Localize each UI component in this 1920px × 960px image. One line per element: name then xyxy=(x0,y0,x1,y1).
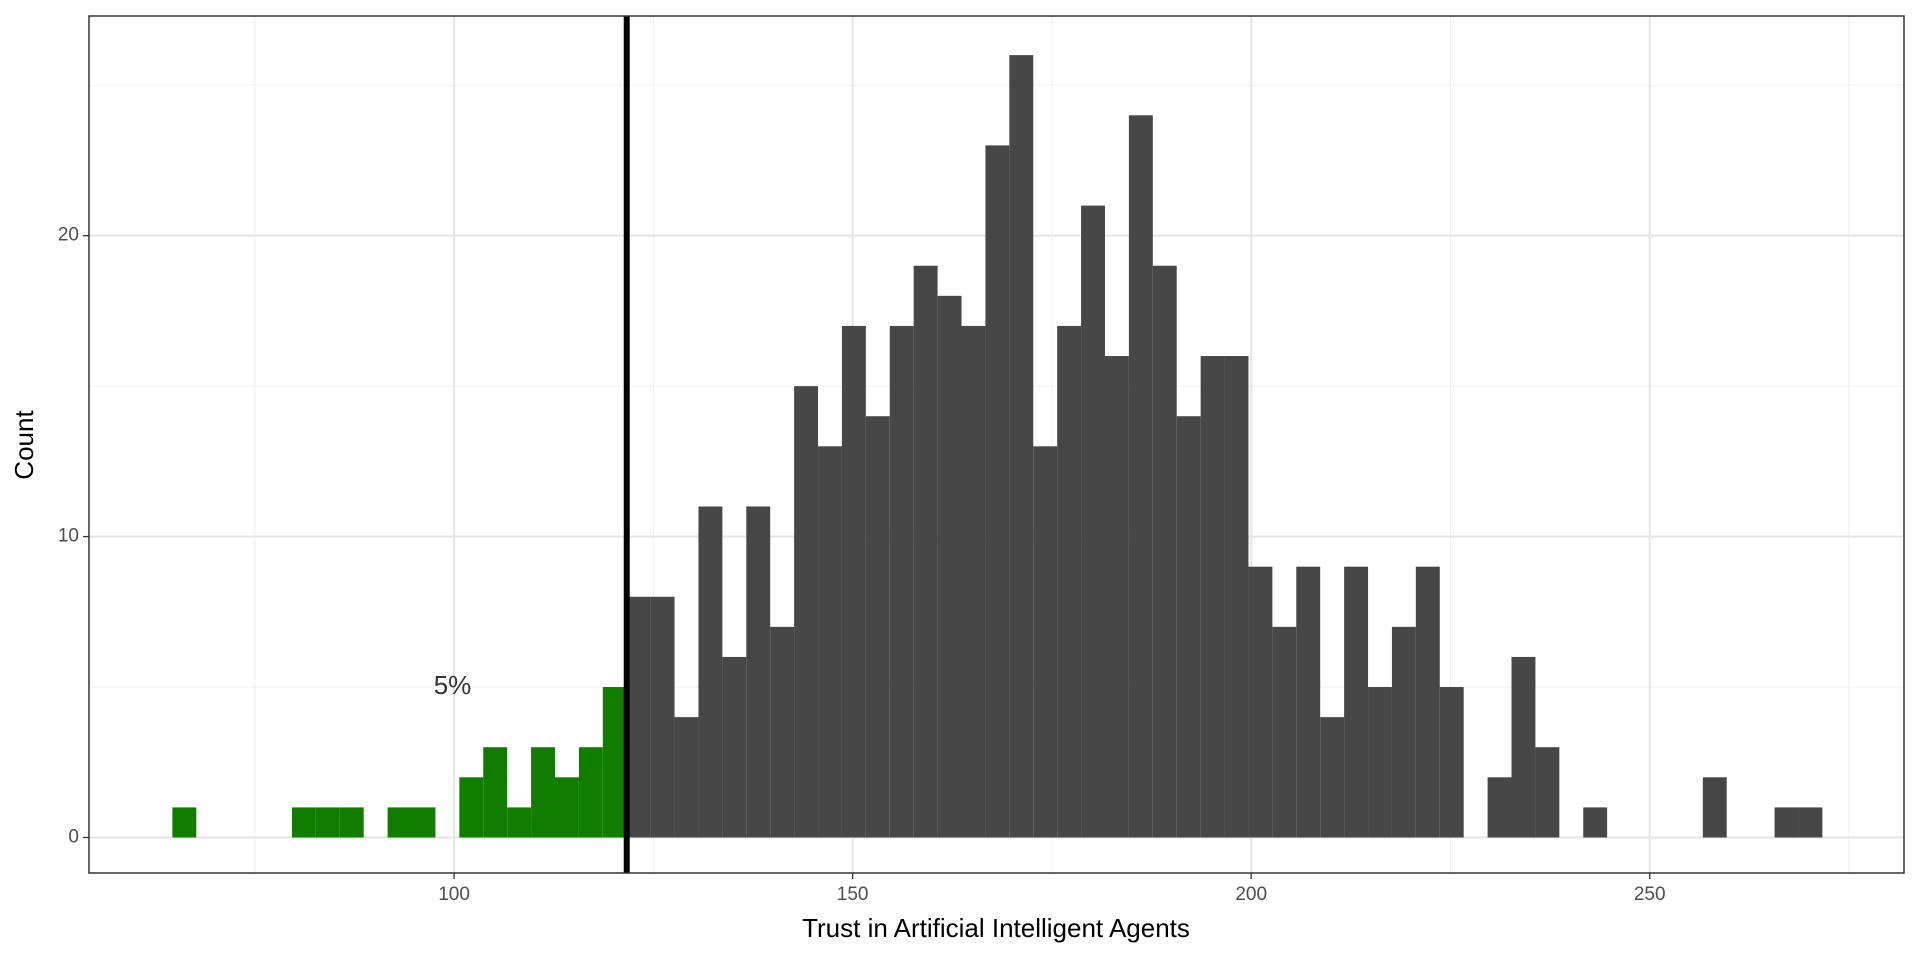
bar xyxy=(172,807,197,838)
bar xyxy=(1272,626,1297,838)
bar xyxy=(889,325,914,838)
bar xyxy=(1128,115,1153,838)
bar xyxy=(1033,446,1058,838)
bar xyxy=(626,596,651,838)
bar xyxy=(698,506,723,838)
bar xyxy=(818,446,842,838)
bar xyxy=(1391,626,1416,838)
bar xyxy=(1009,55,1034,838)
x-tick-label: 100 xyxy=(438,884,470,905)
bar xyxy=(1296,566,1321,838)
bar xyxy=(1248,566,1273,838)
bar xyxy=(865,416,890,838)
bar xyxy=(602,687,627,838)
bar xyxy=(1057,325,1082,838)
bar xyxy=(1368,687,1392,838)
bar xyxy=(531,747,555,838)
bar xyxy=(411,807,436,838)
bar xyxy=(841,325,866,838)
bar xyxy=(1152,265,1177,838)
y-tick-label: 20 xyxy=(58,225,79,246)
bar xyxy=(507,807,532,838)
bar xyxy=(1344,566,1369,838)
annotation: 5% xyxy=(434,670,472,700)
bar xyxy=(554,777,579,838)
bar xyxy=(1798,807,1823,838)
bar xyxy=(578,747,603,838)
bar xyxy=(913,265,938,838)
bar xyxy=(1081,205,1105,838)
bar xyxy=(1415,566,1440,838)
bar xyxy=(1702,777,1727,838)
bar xyxy=(985,145,1010,838)
y-tick-label: 0 xyxy=(68,827,79,848)
y-axis-title: Count xyxy=(9,410,39,480)
bar xyxy=(674,717,699,838)
bar xyxy=(387,807,412,838)
bar xyxy=(291,807,316,838)
x-axis-title: Trust in Artificial Intelligent Agents xyxy=(802,913,1190,943)
x-tick-label: 200 xyxy=(1235,884,1267,905)
bar xyxy=(1583,807,1608,838)
bar xyxy=(1224,356,1249,838)
plot-border xyxy=(88,15,1905,874)
bar xyxy=(1774,807,1799,838)
bar xyxy=(961,325,986,838)
bar xyxy=(794,386,819,838)
bar xyxy=(483,747,508,838)
bar xyxy=(1535,747,1560,838)
bar xyxy=(339,807,364,838)
bar xyxy=(1320,717,1345,838)
bar xyxy=(650,596,675,838)
x-tick-label: 150 xyxy=(837,884,869,905)
bar xyxy=(722,656,747,838)
bar xyxy=(770,626,795,838)
bar xyxy=(746,506,771,838)
y-tick-label: 10 xyxy=(58,526,79,547)
bar xyxy=(459,777,484,838)
bar xyxy=(1104,356,1129,838)
bar xyxy=(1439,687,1464,838)
bar xyxy=(1176,416,1201,838)
bar xyxy=(1200,356,1225,838)
bar xyxy=(1487,777,1512,838)
bar xyxy=(315,807,340,838)
bar xyxy=(937,295,962,838)
bar xyxy=(1511,656,1536,838)
x-tick-label: 250 xyxy=(1634,884,1666,905)
